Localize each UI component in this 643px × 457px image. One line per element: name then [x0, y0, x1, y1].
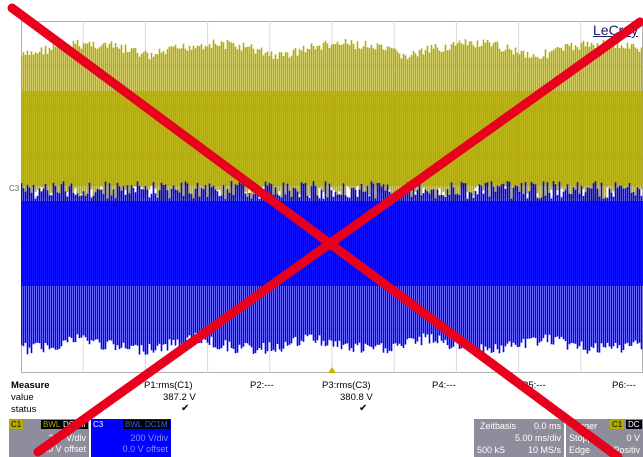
channel-id-c3: C3 [91, 420, 106, 429]
scale-c1: 200 V/div [48, 433, 86, 443]
timebase-delay: 0.0 ms [533, 421, 561, 431]
trigger-label: Trigger [569, 421, 598, 431]
trigger-source: C1 [610, 420, 625, 429]
channel-panel-c1[interactable]: C1 BWL DC1M 200 V/div 0.0 V offset [9, 419, 89, 457]
channel-marker-c3: C3 [9, 184, 20, 193]
trigger-slope: Positiv [613, 445, 640, 455]
timebase-samples: 500 kS [477, 445, 506, 455]
measure-param-p1[interactable]: P1:rms(C1) [144, 380, 193, 391]
measure-row-label-status: status [11, 404, 37, 415]
timebase-label: Zeitbasis [480, 421, 517, 431]
measure-param-p6[interactable]: P6:--- [612, 380, 636, 391]
measure-value-p3: 380.8 V [340, 392, 373, 403]
scale-c3: 200 V/div [130, 433, 168, 443]
measure-param-p3[interactable]: P3:rms(C3) [322, 380, 371, 391]
measure-param-p5[interactable]: P5:--- [522, 380, 546, 391]
measure-title: Measure [11, 380, 50, 391]
waveform-canvas [21, 21, 643, 373]
waveform-display[interactable] [21, 21, 643, 373]
trigger-mode: Stopp [569, 433, 593, 443]
trigger-level: 0 V [626, 433, 640, 443]
trigger-coupling: DC [626, 420, 642, 429]
timebase-panel[interactable]: Zeitbasis 0.0 ms 5.00 ms/div 500 kS 10 M… [474, 419, 564, 457]
status-check-icon: ✔ [359, 403, 368, 414]
trace-c3-core [21, 201, 643, 286]
status-check-icon: ✔ [181, 403, 190, 414]
measure-value-p1: 387.2 V [163, 392, 196, 403]
trigger-panel[interactable]: Trigger C1 DC Stopp 0 V Edge Positiv [566, 419, 643, 457]
trace-c1-core [21, 91, 643, 186]
timebase-per-div: 5.00 ms/div [514, 433, 561, 443]
offset-c1: 0.0 V offset [40, 444, 86, 454]
measure-row-label-value: value [11, 392, 34, 403]
channel-panel-c3[interactable]: C3 BWL DC1M 200 V/div 0.0 V offset [91, 419, 171, 457]
measure-param-p2[interactable]: P2:--- [250, 380, 274, 391]
measure-table: Measure value status P1:rms(C1) 387.2 V … [0, 378, 643, 418]
offset-c3: 0.0 V offset [122, 444, 168, 454]
tag-dc1m-c1: DC1M [61, 420, 88, 429]
trigger-type: Edge [569, 445, 591, 455]
tag-bwl-c3: BWL [123, 420, 145, 429]
brand-logo: LeCroy [593, 22, 639, 38]
timebase-rate: 10 MS/s [527, 445, 561, 455]
channel-id-c1: C1 [9, 420, 24, 429]
tag-bwl-c1: BWL [41, 420, 63, 429]
tag-dc1m-c3: DC1M [143, 420, 170, 429]
measure-param-p4[interactable]: P4:--- [432, 380, 456, 391]
